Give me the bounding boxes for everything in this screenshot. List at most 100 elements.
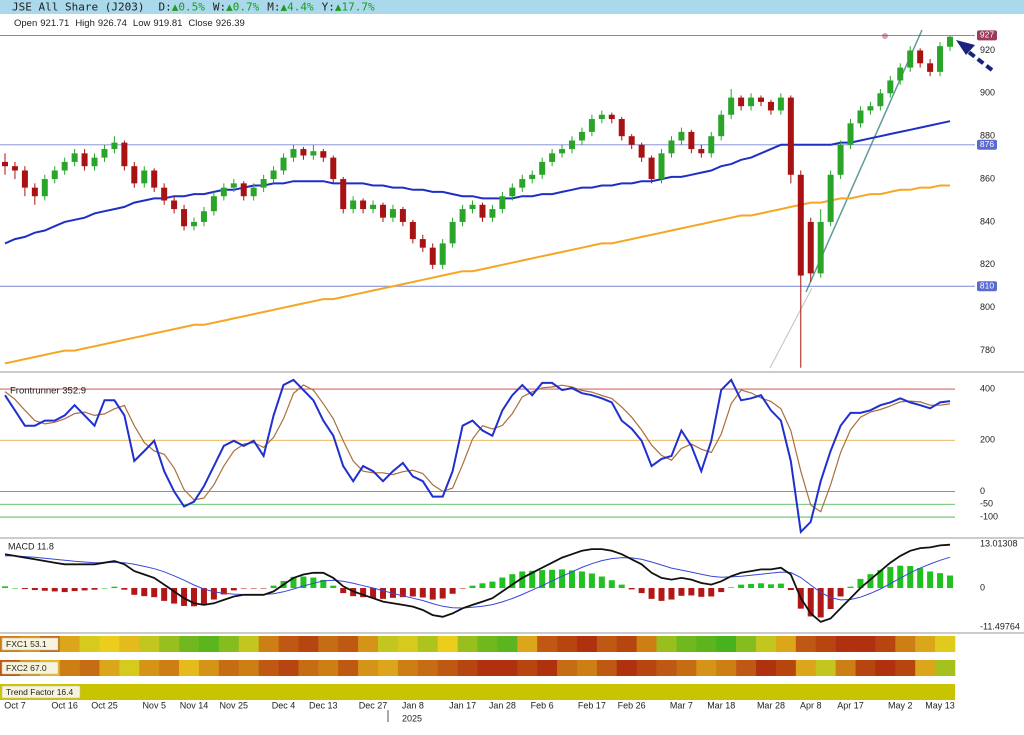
change-label: M: — [267, 1, 280, 14]
y-tick-label: 200 — [980, 435, 995, 445]
candle-body — [370, 204, 377, 210]
candle-body — [887, 80, 894, 94]
histogram-bar — [777, 583, 784, 589]
candle-body — [827, 174, 834, 222]
histogram-bar — [549, 569, 556, 589]
heat-cell — [875, 636, 896, 652]
heat-cell — [119, 636, 140, 652]
heat-cell — [756, 636, 777, 652]
histogram-bar — [618, 584, 625, 589]
ohlc-label: High — [75, 18, 95, 29]
candle-body — [578, 131, 585, 141]
candle-body — [350, 200, 357, 210]
candle-body — [728, 97, 735, 115]
heat-cell — [636, 636, 657, 652]
y-tick-label: 880 — [980, 131, 995, 141]
candle-body — [11, 166, 18, 171]
histogram-bar — [71, 588, 78, 592]
heat-cell — [497, 636, 518, 652]
candle-body — [718, 114, 725, 137]
heat-cell — [616, 660, 637, 676]
histogram-bar — [370, 588, 377, 599]
change-value: ▲4.4% — [280, 1, 313, 14]
histogram-bar — [608, 580, 615, 589]
x-tick-label: Oct 25 — [91, 700, 118, 710]
level-box — [977, 281, 997, 292]
heat-cell — [59, 636, 80, 652]
level-label: 927 — [980, 30, 994, 40]
change-value: ▲17.7% — [335, 1, 375, 14]
change-label: Y: — [322, 1, 335, 14]
candle-body — [847, 123, 854, 145]
candle-body — [817, 221, 824, 274]
histogram-bar — [519, 571, 526, 589]
histogram-bar — [728, 587, 735, 589]
candle-body — [519, 179, 526, 188]
candle-body — [927, 63, 934, 72]
heat-cell — [417, 636, 439, 652]
candle-body — [877, 93, 884, 107]
heat-cell — [258, 660, 279, 676]
heat-cell — [497, 660, 518, 676]
histogram-bar — [907, 566, 914, 589]
histogram-bar — [827, 588, 834, 610]
x-tick-label: Mar 7 — [670, 700, 693, 710]
heat-cell — [477, 660, 498, 676]
heat-cell — [716, 660, 737, 676]
macd-line — [5, 555, 951, 609]
heat-cell — [795, 636, 817, 652]
heat-cell — [278, 636, 299, 652]
candle-body — [539, 161, 546, 175]
level-label: 810 — [980, 281, 994, 291]
histogram-bar — [887, 567, 894, 589]
histogram-bar — [81, 588, 88, 591]
change-label: W: — [213, 1, 226, 14]
heat-cell — [716, 636, 737, 652]
histogram-bar — [260, 588, 267, 589]
histogram-bar — [947, 575, 953, 589]
x-tick-label: Oct 16 — [51, 700, 78, 710]
heat-cell — [915, 660, 936, 676]
candle-body — [81, 153, 88, 167]
candle-body — [191, 221, 197, 227]
histogram-bar — [200, 588, 207, 604]
x-tick-label: Feb 26 — [618, 700, 646, 710]
heat-cell — [935, 660, 956, 676]
histogram-bar — [409, 588, 416, 597]
histogram-bar — [499, 577, 506, 589]
heat-cell — [238, 660, 259, 676]
heat-cell — [358, 660, 379, 676]
candle-body — [787, 97, 794, 175]
histogram-bar — [559, 569, 566, 589]
ohlc-value: 919.81 — [153, 18, 182, 29]
candle-body — [71, 153, 78, 162]
candle-body — [220, 187, 227, 197]
candle-body — [399, 209, 406, 222]
histogram-bar — [230, 588, 237, 591]
strip-label: FXC1 53.1 — [6, 639, 47, 649]
heat-cell — [477, 636, 498, 652]
heat-cell — [79, 660, 100, 676]
candle-body — [31, 187, 38, 197]
candle-body — [240, 183, 247, 197]
panel-title: MACD 11.8 — [8, 541, 54, 551]
heat-cell — [417, 660, 439, 676]
heat-cell — [835, 636, 856, 652]
heat-cell — [238, 636, 259, 652]
y-tick-label: 840 — [980, 216, 995, 226]
candle-body — [797, 174, 804, 276]
histogram-bar — [688, 588, 695, 596]
heat-cell — [537, 636, 558, 652]
header-title: JSE All Share (J203) — [12, 1, 144, 14]
candle-body — [459, 209, 466, 222]
histogram-bar — [270, 585, 277, 589]
histogram-bar — [61, 588, 68, 593]
histogram-bar — [569, 570, 575, 589]
candle-body — [479, 204, 486, 218]
candle-body — [777, 97, 784, 111]
y-tick-label: 800 — [980, 302, 995, 312]
y-tick-label: 860 — [980, 173, 995, 183]
heat-cell — [278, 660, 299, 676]
candle-body — [171, 200, 178, 210]
heat-cell — [636, 660, 657, 676]
